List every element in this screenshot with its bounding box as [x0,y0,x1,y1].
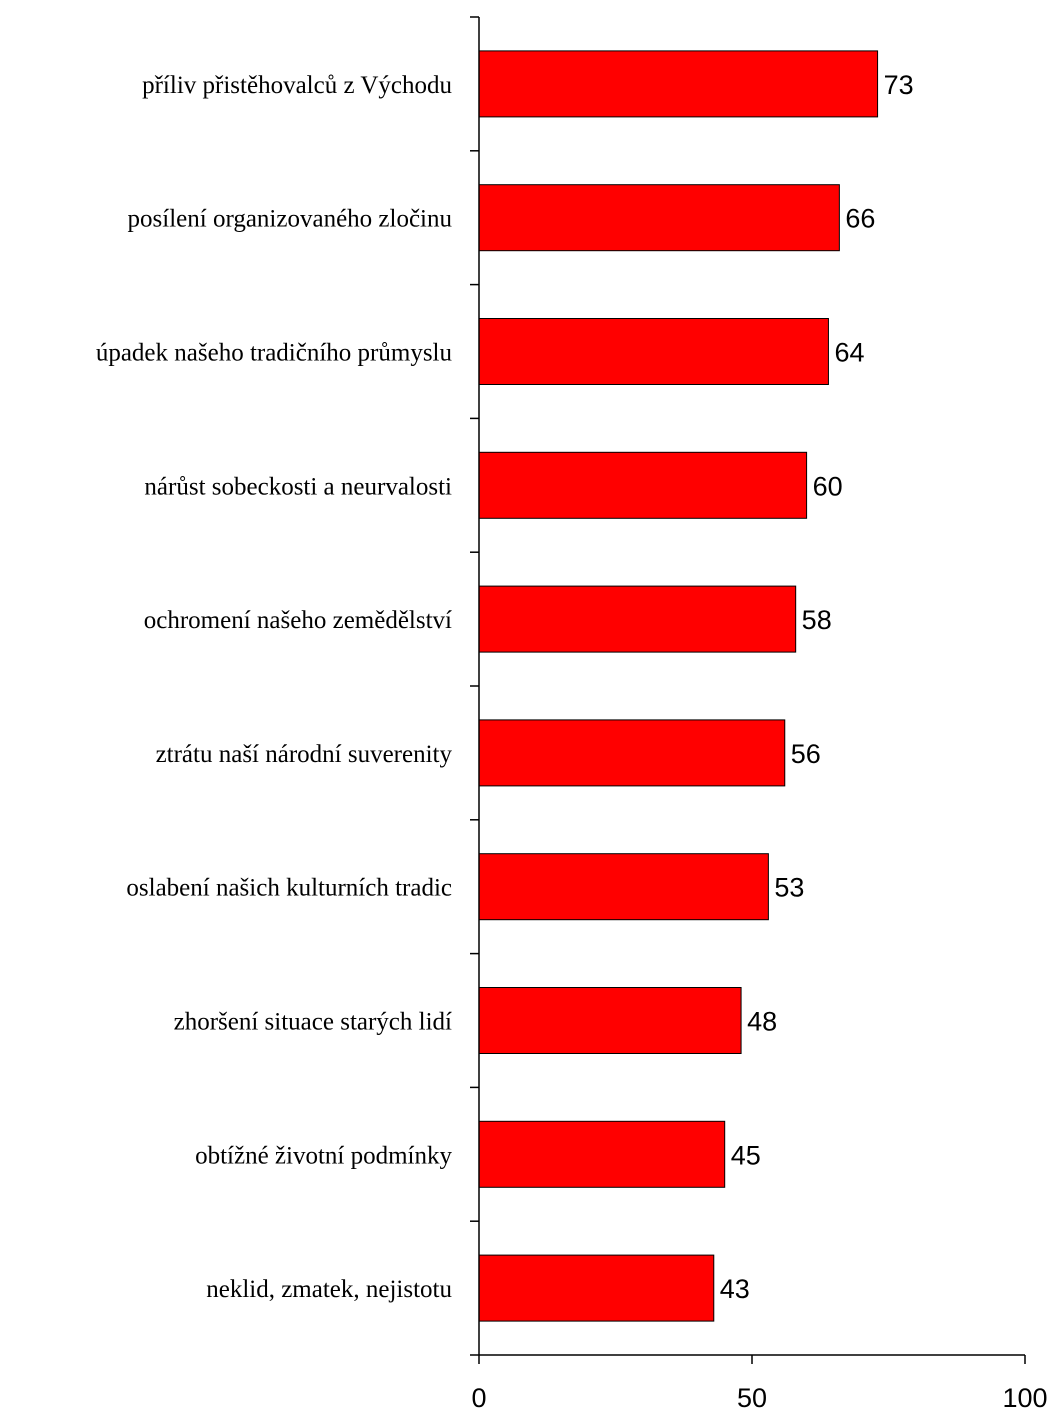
bars-layer [478,50,879,1322]
bar-2 [478,184,840,252]
bar-3 [478,318,829,385]
bar-4 [478,451,808,519]
bar-7 [478,853,769,921]
value-label-5: 58 [802,605,832,635]
value-tick-label-100: 100 [1002,1383,1047,1413]
value-label-10: 43 [720,1274,750,1304]
bar-6 [478,719,786,787]
bar-5 [478,585,797,653]
category-label-5: ochromení našeho zemědělství [144,607,452,634]
category-label-6: ztrátu naší národní suverenity [156,741,453,768]
value-label-6: 56 [791,739,821,769]
bar-8 [478,987,742,1054]
category-label-4: nárůst sobeckosti a neurvalosti [144,473,452,500]
value-label-1: 73 [884,70,914,100]
value-label-7: 53 [774,873,804,903]
category-label-3: úpadek našeho tradičního průmyslu [96,340,453,367]
value-label-3: 64 [834,338,864,368]
value-tick-label-50: 50 [737,1383,767,1413]
bar-10 [478,1254,715,1322]
category-label-7: oslabení našich kulturních tradic [126,875,452,902]
value-label-2: 66 [845,204,875,234]
category-label-9: obtížné životní podmínky [195,1142,452,1169]
category-label-8: zhoršení situace starých lidí [174,1009,452,1036]
value-label-9: 45 [731,1140,761,1170]
axis-layer [470,16,1026,1364]
value-label-4: 60 [813,471,843,501]
value-label-8: 48 [747,1007,777,1037]
labels-layer: příliv přistěhovalců z Východu 73 posílení… [96,70,1048,1413]
bar-1 [478,50,879,118]
value-tick-label-0: 0 [471,1383,486,1413]
category-label-1: příliv přistěhovalců z Východu [142,72,452,99]
category-label-10: neklid, zmatek, nejistotu [206,1276,452,1303]
category-label-2: posílení organizovaného zločinu [128,206,453,233]
bar-9 [478,1120,726,1188]
